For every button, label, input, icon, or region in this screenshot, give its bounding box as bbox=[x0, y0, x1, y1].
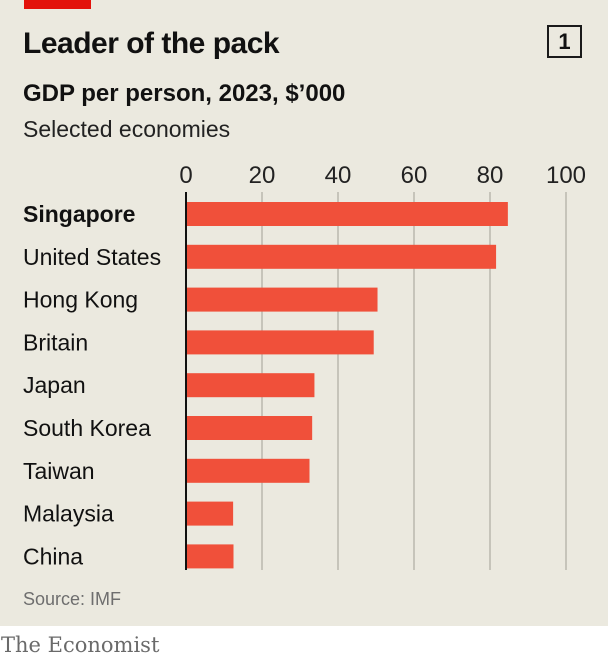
chart-panel: Leader of the pack 1 GDP per person, 202… bbox=[0, 0, 608, 626]
category-label: Taiwan bbox=[23, 458, 95, 484]
chart-number-badge: 1 bbox=[547, 25, 582, 58]
category-label: United States bbox=[23, 244, 161, 270]
brand-accent-tag bbox=[24, 0, 91, 9]
x-tick-label: 80 bbox=[477, 162, 504, 189]
bar bbox=[186, 416, 313, 440]
x-tick-label: 40 bbox=[325, 162, 352, 189]
bar bbox=[186, 501, 234, 526]
bar bbox=[186, 458, 310, 483]
category-label: Malaysia bbox=[23, 501, 114, 527]
category-label: Japan bbox=[23, 372, 86, 398]
category-label: Singapore bbox=[23, 201, 135, 227]
chart-subtitle: GDP per person, 2023, $’000 bbox=[23, 80, 346, 107]
x-tick-label: 60 bbox=[401, 162, 428, 189]
bar bbox=[186, 544, 234, 569]
bar bbox=[186, 330, 374, 355]
chart-subsubtitle: Selected economies bbox=[23, 116, 231, 142]
bar bbox=[186, 287, 378, 312]
x-tick-label: 20 bbox=[249, 162, 276, 189]
publisher-wordmark: The Economist bbox=[1, 633, 160, 657]
bar-chart: 0 20 40 60 80 100 Singapore United States Hong K… bbox=[23, 162, 586, 570]
bar bbox=[186, 202, 508, 226]
category-label: China bbox=[23, 543, 83, 569]
source-note: Source: IMF bbox=[23, 589, 122, 609]
category-label: South Korea bbox=[23, 415, 151, 441]
x-tick-label: 0 bbox=[179, 162, 192, 189]
chart-title: Leader of the pack bbox=[23, 27, 280, 60]
bar bbox=[186, 373, 315, 398]
category-label: Hong Kong bbox=[23, 287, 138, 313]
category-label: Britain bbox=[23, 329, 88, 355]
bar bbox=[186, 244, 497, 269]
x-tick-label: 100 bbox=[546, 162, 586, 189]
